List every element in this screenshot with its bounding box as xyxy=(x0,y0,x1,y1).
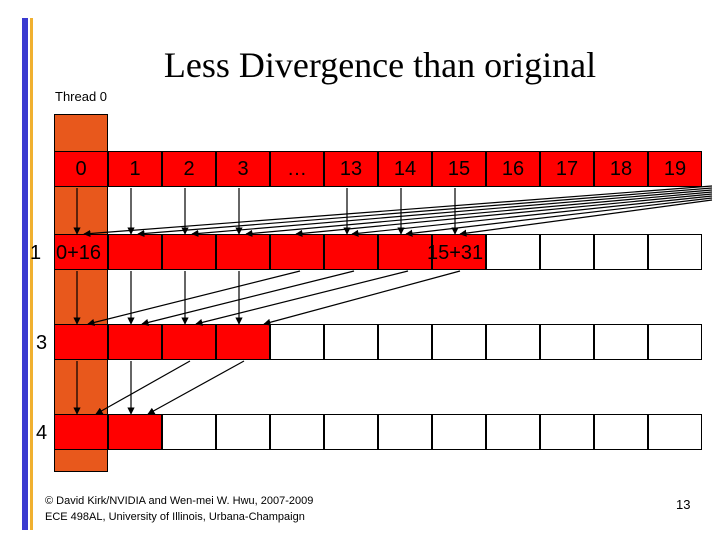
row3-cell xyxy=(216,414,270,450)
slide-title: Less Divergence than original xyxy=(163,45,597,85)
row0-cell-label: 13 xyxy=(339,157,363,180)
row0-cell-label: 0 xyxy=(75,157,87,180)
row0-cell-label: 17 xyxy=(555,157,579,180)
row0-cell: 18 xyxy=(594,151,648,187)
row0-cell: 17 xyxy=(540,151,594,187)
row2-cell xyxy=(540,324,594,360)
row0-cell: 2 xyxy=(162,151,216,187)
row1-label-left: 0+16 xyxy=(56,242,102,264)
row0-cell-label: 1 xyxy=(129,157,141,180)
row3-cell xyxy=(270,414,324,450)
footer-line-1: © David Kirk/NVIDIA and Wen-mei W. Hwu, … xyxy=(45,495,314,507)
row1-cell xyxy=(216,234,270,270)
row2-cell xyxy=(216,324,270,360)
row3-cell xyxy=(432,414,486,450)
row0-cell-label: 16 xyxy=(501,157,525,180)
row1-cell xyxy=(162,234,216,270)
row1-label-right: 15+31 xyxy=(427,242,484,264)
row1-cell xyxy=(324,234,378,270)
row2-prefix: 3 xyxy=(36,332,48,354)
row0-cell-label: 2 xyxy=(183,157,195,180)
row1-cell xyxy=(108,234,162,270)
arrow xyxy=(195,270,409,326)
left-accent-bar xyxy=(22,18,28,530)
row2-cell xyxy=(378,324,432,360)
row0-cell: 13 xyxy=(324,151,378,187)
row0-cell-label: 3 xyxy=(237,157,249,180)
row3-cell xyxy=(594,414,648,450)
copyright-footer: © David Kirk/NVIDIA and Wen-mei W. Hwu, … xyxy=(45,493,313,525)
row3-cell xyxy=(648,414,702,450)
row3-cell xyxy=(378,414,432,450)
row0-cell-label: 19 xyxy=(663,157,687,180)
row1-prefix: 1 xyxy=(30,242,42,264)
left-accent-stripe xyxy=(30,18,33,530)
row1-cell xyxy=(270,234,324,270)
row0-cell: 1 xyxy=(108,151,162,187)
row0-cell: 3 xyxy=(216,151,270,187)
row2-cell xyxy=(162,324,216,360)
row1-cell xyxy=(540,234,594,270)
row0-cell-label: 18 xyxy=(609,157,633,180)
row0-cell: 0 xyxy=(54,151,108,187)
row2-cell xyxy=(324,324,378,360)
arrow xyxy=(95,360,191,415)
row0-cell-label: … xyxy=(287,157,307,180)
row3-cell xyxy=(54,414,108,450)
page-number: 13 xyxy=(676,497,691,512)
row2-cell xyxy=(432,324,486,360)
footer-line-2: ECE 498AL, University of Illinois, Urban… xyxy=(45,511,305,523)
arrow xyxy=(351,195,713,237)
row1-cell xyxy=(648,234,702,270)
arrow xyxy=(295,193,713,237)
row1-cell xyxy=(432,234,486,270)
thread-label: Thread 0 xyxy=(55,89,108,104)
row3-cell xyxy=(162,414,216,450)
arrow xyxy=(245,191,713,238)
row0-cell: 16 xyxy=(486,151,540,187)
row3-cell xyxy=(324,414,378,450)
row2-cell xyxy=(648,324,702,360)
row0-cell-label: 14 xyxy=(393,157,417,180)
row3-cell xyxy=(108,414,162,450)
row1-cell xyxy=(486,234,540,270)
arrow xyxy=(141,270,355,326)
row3-prefix: 4 xyxy=(36,422,48,444)
row0-cell-label: 15 xyxy=(447,157,471,180)
row1-cell xyxy=(54,234,108,270)
row2-cell xyxy=(54,324,108,360)
arrow xyxy=(459,199,713,237)
row3-cell xyxy=(486,414,540,450)
arrow xyxy=(137,187,713,238)
row2-cell xyxy=(486,324,540,360)
arrow xyxy=(83,185,713,238)
row0-cell: 19 xyxy=(648,151,702,187)
row1-cell xyxy=(378,234,432,270)
row2-cell xyxy=(108,324,162,360)
arrow xyxy=(263,270,461,326)
row3-cell xyxy=(540,414,594,450)
arrow xyxy=(87,270,301,326)
row0-cell: … xyxy=(270,151,324,187)
arrow xyxy=(191,189,713,238)
row0-cell: 15 xyxy=(432,151,486,187)
arrow xyxy=(147,360,245,415)
row2-cell xyxy=(594,324,648,360)
row2-cell xyxy=(270,324,324,360)
arrow xyxy=(405,197,713,237)
row0-cell: 14 xyxy=(378,151,432,187)
row1-cell xyxy=(594,234,648,270)
